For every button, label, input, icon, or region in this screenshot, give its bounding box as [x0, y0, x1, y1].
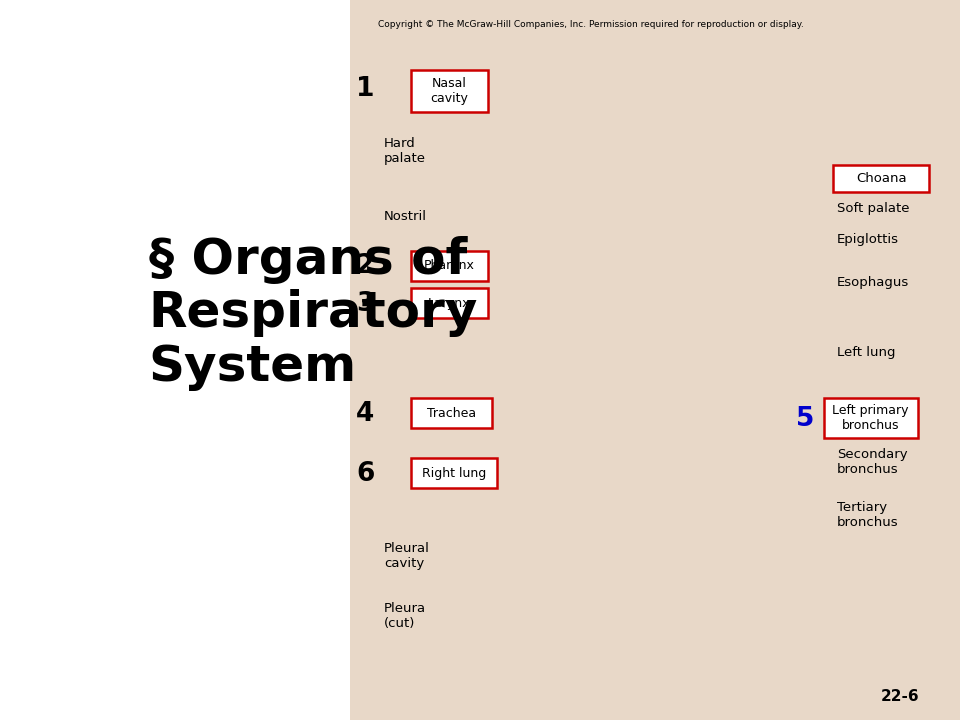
Text: Trachea: Trachea: [427, 407, 476, 420]
Text: Choana: Choana: [856, 172, 906, 185]
Bar: [411, 70, 488, 112]
Bar: [411, 288, 488, 318]
Text: 1: 1: [356, 76, 374, 102]
Text: Hard
palate: Hard palate: [384, 138, 426, 165]
Text: Copyright © The McGraw-Hill Companies, Inc. Permission required for reproduction: Copyright © The McGraw-Hill Companies, I…: [377, 20, 804, 29]
Text: Pharynx: Pharynx: [424, 259, 474, 272]
Text: 22-6: 22-6: [881, 689, 920, 704]
Text: Left lung: Left lung: [837, 346, 896, 359]
Text: 4: 4: [356, 401, 374, 427]
Bar: [833, 165, 929, 192]
Text: Epiglottis: Epiglottis: [837, 233, 900, 246]
Text: 3: 3: [356, 291, 374, 317]
Text: Esophagus: Esophagus: [837, 276, 909, 289]
Text: Left primary
bronchus: Left primary bronchus: [832, 404, 909, 432]
Text: Larynx: Larynx: [428, 297, 470, 310]
Text: Nostril: Nostril: [384, 210, 427, 222]
Bar: [411, 251, 488, 281]
Text: 5: 5: [796, 406, 814, 432]
Bar: [0, 0, 350, 720]
Text: Secondary
bronchus: Secondary bronchus: [837, 449, 908, 476]
Text: Nasal
cavity: Nasal cavity: [430, 77, 468, 104]
Bar: [411, 458, 497, 488]
Bar: [411, 398, 492, 428]
Text: Right lung: Right lung: [422, 467, 486, 480]
Text: Tertiary
bronchus: Tertiary bronchus: [837, 501, 899, 528]
Text: Pleural
cavity: Pleural cavity: [384, 542, 430, 570]
Text: § Organs of
Respiratory
System: § Organs of Respiratory System: [149, 235, 478, 391]
Bar: [350, 0, 960, 720]
Bar: [824, 398, 918, 438]
Text: 2: 2: [356, 253, 374, 279]
Text: Pleura
(cut): Pleura (cut): [384, 602, 426, 629]
Text: 6: 6: [356, 461, 374, 487]
Text: Soft palate: Soft palate: [837, 202, 910, 215]
